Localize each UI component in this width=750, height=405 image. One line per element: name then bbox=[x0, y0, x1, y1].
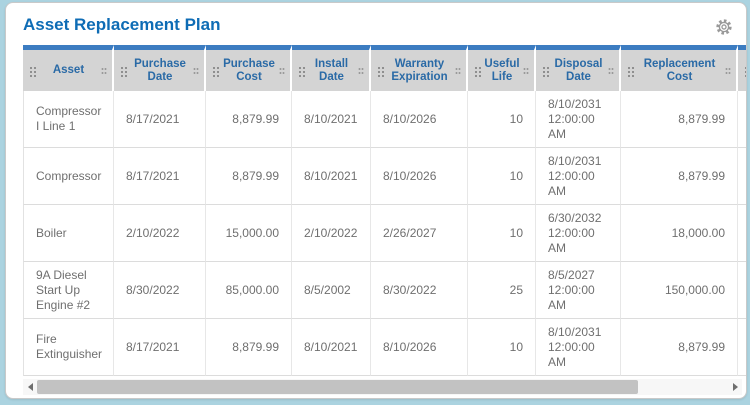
cell-replacement-cost: 8,879.99 bbox=[621, 319, 738, 376]
column-label: Replacement Cost bbox=[643, 57, 716, 83]
cell-asset: Boiler bbox=[23, 205, 114, 262]
cell-purchase-date: 8/17/2021 bbox=[114, 148, 206, 205]
column-resize-handle-icon[interactable] bbox=[101, 66, 107, 75]
cell-install-date: 8/10/2021 bbox=[292, 148, 371, 205]
column-header-clipped[interactable] bbox=[738, 45, 746, 91]
column-header-install-date[interactable]: Install Date bbox=[292, 45, 371, 91]
cell-useful-life: 10 bbox=[468, 91, 536, 148]
cell-purchase-date: 8/17/2021 bbox=[114, 91, 206, 148]
column-resize-handle-icon[interactable] bbox=[455, 66, 461, 75]
cell-useful-life: 10 bbox=[468, 205, 536, 262]
cell-disposal-date: 8/10/2031 12:00:00 AM bbox=[536, 319, 621, 376]
cell-clipped bbox=[738, 205, 746, 262]
header-row: Asset Purchase Date bbox=[23, 45, 746, 91]
cell-useful-life: 10 bbox=[468, 148, 536, 205]
column-label: Asset bbox=[52, 64, 85, 76]
column-header-asset[interactable]: Asset bbox=[23, 45, 114, 91]
cell-purchase-date: 2/10/2022 bbox=[114, 205, 206, 262]
column-resize-handle-icon[interactable] bbox=[358, 66, 364, 75]
column-resize-handle-icon[interactable] bbox=[608, 66, 614, 75]
cell-replacement-cost: 150,000.00 bbox=[621, 262, 738, 319]
column-label: Purchase Date bbox=[134, 57, 186, 83]
column-header-replacement-cost[interactable]: Replacement Cost bbox=[621, 45, 738, 91]
cell-clipped bbox=[738, 262, 746, 319]
cell-replacement-cost: 8,879.99 bbox=[621, 91, 738, 148]
cell-replacement-cost: 8,879.99 bbox=[621, 148, 738, 205]
column-drag-handle-icon[interactable] bbox=[28, 64, 36, 77]
scroll-left-button[interactable] bbox=[23, 379, 37, 395]
settings-button[interactable] bbox=[715, 18, 733, 36]
cell-install-date: 8/10/2021 bbox=[292, 319, 371, 376]
column-drag-handle-icon[interactable] bbox=[297, 64, 305, 77]
column-drag-handle-icon[interactable] bbox=[211, 64, 219, 77]
cell-purchase-cost: 8,879.99 bbox=[206, 148, 292, 205]
table-row: Fire Extinguisher 8/17/2021 8,879.99 8/1… bbox=[23, 319, 746, 376]
cell-install-date: 8/10/2021 bbox=[292, 91, 371, 148]
cell-clipped bbox=[738, 319, 746, 376]
cell-install-date: 8/5/2002 bbox=[292, 262, 371, 319]
column-resize-handle-icon[interactable] bbox=[523, 66, 529, 75]
cell-warranty-expiration: 2/26/2027 bbox=[371, 205, 468, 262]
column-label: Disposal Date bbox=[554, 57, 603, 83]
cell-useful-life: 10 bbox=[468, 319, 536, 376]
scroll-right-icon bbox=[732, 383, 738, 391]
column-header-useful-life[interactable]: Useful Life bbox=[468, 45, 536, 91]
scrollbar-track[interactable] bbox=[37, 379, 728, 395]
column-drag-handle-icon[interactable] bbox=[626, 64, 634, 77]
column-header-purchase-cost[interactable]: Purchase Cost bbox=[206, 45, 292, 91]
table-row: Compressor 8/17/2021 8,879.99 8/10/2021 … bbox=[23, 148, 746, 205]
column-header-warranty-expiration[interactable]: Warranty Expiration bbox=[371, 45, 468, 91]
cell-asset: 9A Diesel Start Up Engine #2 bbox=[23, 262, 114, 319]
cell-purchase-cost: 8,879.99 bbox=[206, 91, 292, 148]
column-drag-handle-icon[interactable] bbox=[376, 64, 384, 77]
column-resize-handle-icon[interactable] bbox=[279, 66, 285, 75]
page-title: Asset Replacement Plan bbox=[23, 15, 221, 34]
cell-purchase-cost: 85,000.00 bbox=[206, 262, 292, 319]
scroll-right-button[interactable] bbox=[728, 379, 742, 395]
column-resize-handle-icon[interactable] bbox=[193, 66, 199, 75]
table-row: 9A Diesel Start Up Engine #2 8/30/2022 8… bbox=[23, 262, 746, 319]
column-label: Install Date bbox=[314, 57, 349, 83]
column-drag-handle-icon[interactable] bbox=[541, 64, 549, 77]
column-label: Warranty Expiration bbox=[391, 57, 448, 83]
cell-warranty-expiration: 8/10/2026 bbox=[371, 148, 468, 205]
cell-clipped bbox=[738, 148, 746, 205]
data-grid: Asset Purchase Date bbox=[23, 45, 746, 377]
cell-warranty-expiration: 8/30/2022 bbox=[371, 262, 468, 319]
cell-warranty-expiration: 8/10/2026 bbox=[371, 91, 468, 148]
cell-purchase-cost: 8,879.99 bbox=[206, 319, 292, 376]
column-header-purchase-date[interactable]: Purchase Date bbox=[114, 45, 206, 91]
scrollbar-thumb[interactable] bbox=[37, 380, 639, 394]
column-drag-handle-icon[interactable] bbox=[473, 64, 481, 77]
cell-asset: Fire Extinguisher bbox=[23, 319, 114, 376]
horizontal-scrollbar[interactable] bbox=[23, 379, 742, 395]
column-resize-handle-icon[interactable] bbox=[725, 66, 731, 75]
cell-purchase-date: 8/17/2021 bbox=[114, 319, 206, 376]
table-row: Boiler 2/10/2022 15,000.00 2/10/2022 2/2… bbox=[23, 205, 746, 262]
cell-disposal-date: 8/5/2027 12:00:00 AM bbox=[536, 262, 621, 319]
cell-purchase-date: 8/30/2022 bbox=[114, 262, 206, 319]
table-row: Compressor I Line 1 8/17/2021 8,879.99 8… bbox=[23, 91, 746, 148]
cell-useful-life: 25 bbox=[468, 262, 536, 319]
column-label: Purchase Cost bbox=[223, 57, 275, 83]
cell-disposal-date: 8/10/2031 12:00:00 AM bbox=[536, 91, 621, 148]
column-drag-handle-icon[interactable] bbox=[743, 64, 746, 77]
cell-purchase-cost: 15,000.00 bbox=[206, 205, 292, 262]
asset-replacement-plan-widget: Asset Replacement Plan Asset bbox=[5, 2, 747, 399]
scroll-left-icon bbox=[27, 383, 33, 391]
cell-warranty-expiration: 8/10/2026 bbox=[371, 319, 468, 376]
cell-disposal-date: 8/10/2031 12:00:00 AM bbox=[536, 148, 621, 205]
cell-asset: Compressor bbox=[23, 148, 114, 205]
cell-clipped bbox=[738, 91, 746, 148]
column-drag-handle-icon[interactable] bbox=[119, 64, 127, 77]
column-header-disposal-date[interactable]: Disposal Date bbox=[536, 45, 621, 91]
cell-replacement-cost: 18,000.00 bbox=[621, 205, 738, 262]
cell-disposal-date: 6/30/2032 12:00:00 AM bbox=[536, 205, 621, 262]
cell-asset: Compressor I Line 1 bbox=[23, 91, 114, 148]
column-label: Useful Life bbox=[484, 57, 520, 83]
cell-install-date: 2/10/2022 bbox=[292, 205, 371, 262]
gear-icon bbox=[716, 19, 732, 35]
